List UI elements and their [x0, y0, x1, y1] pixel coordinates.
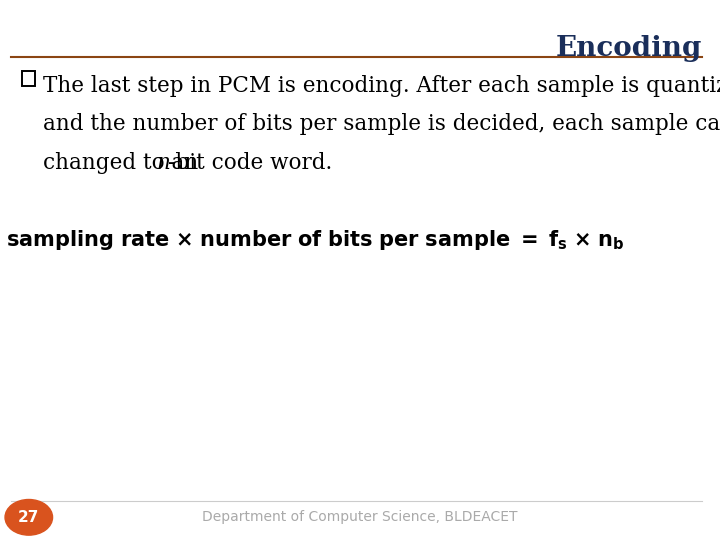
- Circle shape: [5, 500, 53, 535]
- Text: The last step in PCM is encoding. After each sample is quantized: The last step in PCM is encoding. After …: [43, 75, 720, 97]
- FancyBboxPatch shape: [22, 71, 35, 86]
- Text: Department of Computer Science, BLDEACET: Department of Computer Science, BLDEACET: [202, 510, 518, 524]
- Text: and the number of bits per sample is decided, each sample can be: and the number of bits per sample is dec…: [43, 113, 720, 136]
- Text: n: n: [157, 152, 171, 174]
- Text: changed to an: changed to an: [43, 152, 205, 174]
- Text: $\bf{Bit\ rate}$ $\bf{=}$ $\bf{sampling\ rate}$ $\mathbf{\times}$ $\bf{number\ o: $\bf{Bit\ rate}$ $\bf{=}$ $\bf{sampling\…: [0, 228, 625, 252]
- Text: Encoding: Encoding: [556, 35, 702, 62]
- Text: -bit code word.: -bit code word.: [168, 152, 332, 174]
- Text: 27: 27: [18, 510, 40, 525]
